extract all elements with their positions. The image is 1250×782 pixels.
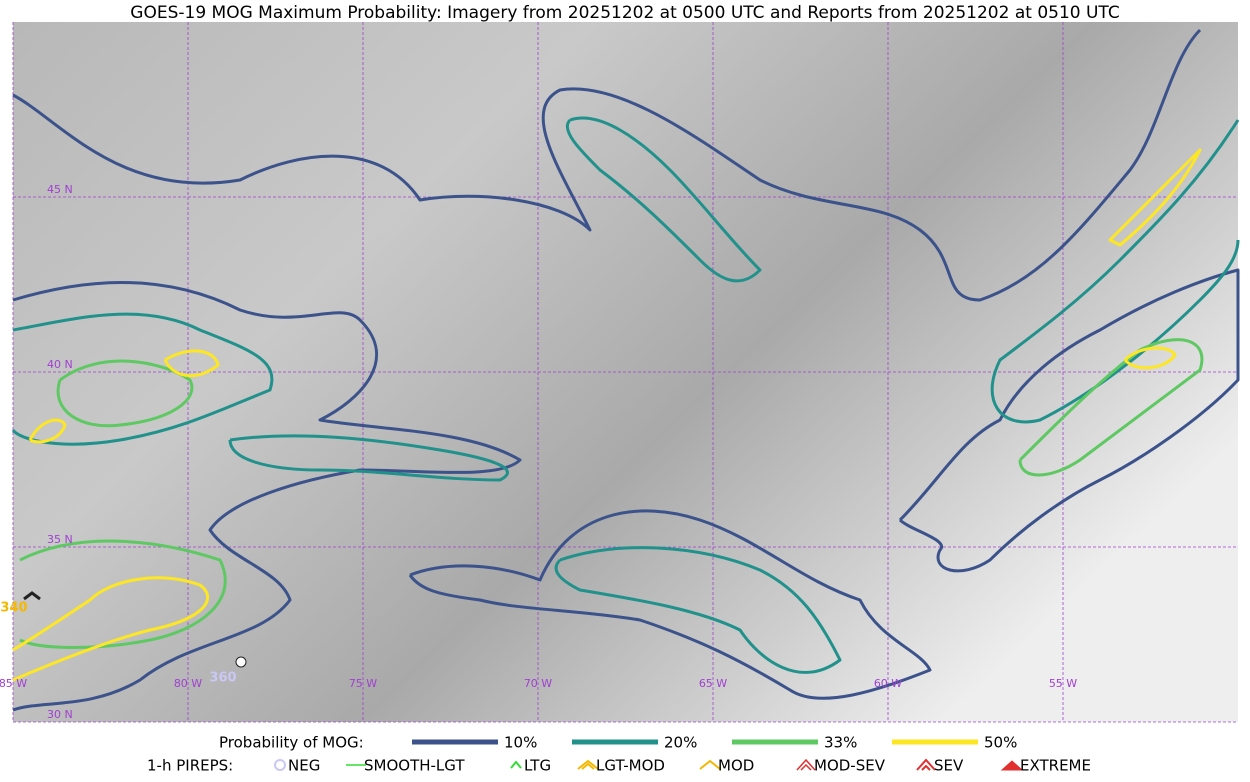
longitude-label: 55 W [1049, 677, 1077, 690]
longitude-label: 75 W [349, 677, 377, 690]
title: GOES-19 MOG Maximum Probability: Imagery… [130, 3, 1119, 23]
pirep-icon [274, 759, 286, 771]
legend-title: Probability of MOG: [219, 734, 364, 752]
pirep-symbol [1000, 760, 1024, 771]
pirep-label: NEG [288, 757, 320, 775]
latitude-label: 40 N [47, 358, 73, 371]
legend-label: 20% [664, 734, 697, 752]
pirep-symbol [699, 759, 721, 770]
latitude-label: 35 N [47, 533, 73, 546]
latitude-label: 45 N [47, 183, 73, 196]
pireps-title: 1-h PIREPS: [147, 757, 233, 775]
pirep-label: MOD [718, 757, 754, 775]
longitude-label: 80 W [174, 677, 202, 690]
pirep-label: LTG [524, 757, 551, 775]
longitude-label: 65 W [699, 677, 727, 690]
pirep-label: SMOOTH-LGT [364, 757, 465, 775]
pirep-icon [916, 758, 936, 771]
pirep-label: MOD-SEV [814, 757, 886, 775]
map: 45 N 40 N 35 N 30 N 85 W 80 W 75 W 70 W 65 W 60 W… [0, 22, 1240, 723]
latitude-label: 30 N [47, 708, 73, 721]
pirep-symbol [796, 758, 816, 771]
pirep-icon [235, 656, 247, 668]
longitude-label: 85 W [0, 677, 27, 690]
pirep-symbol [916, 758, 936, 771]
pirep-label: EXTREME [1020, 757, 1091, 775]
pirep-icon [23, 591, 41, 601]
pirep-symbol [510, 760, 522, 769]
pirep-icon [699, 759, 721, 770]
pirep-flight-level: 340 [0, 601, 27, 616]
pirep-icon [510, 760, 522, 769]
pirep-label: LGT-MOD [596, 757, 665, 775]
contours [11, 28, 1240, 712]
pirep-flight-level: 360 [209, 671, 236, 686]
map-labels: 45 N 40 N 35 N 30 N 85 W 80 W 75 W 70 W 65 W 60 W… [0, 183, 1077, 721]
legend: Probability of MOG: 10% 20% 33% 50% 1-h PIREP… [147, 734, 1091, 775]
legend-label: 10% [504, 734, 537, 752]
pirep-icon [577, 759, 599, 770]
pirep-symbol [577, 759, 599, 770]
legend-label: 50% [984, 734, 1017, 752]
longitude-label: 70 W [524, 677, 552, 690]
legend-label: 33% [824, 734, 857, 752]
pirep-icon [796, 758, 816, 771]
pirep-symbol [274, 759, 286, 771]
pirep-label: SEV [934, 757, 964, 775]
longitude-label: 60 W [874, 677, 902, 690]
pirep-icon [1000, 760, 1024, 771]
